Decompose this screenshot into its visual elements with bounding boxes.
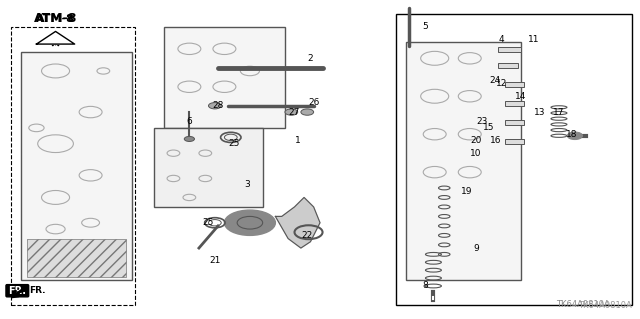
- Text: 8: 8: [422, 281, 428, 291]
- Circle shape: [225, 210, 275, 235]
- Text: 1: 1: [295, 136, 301, 145]
- Text: 6: 6: [186, 117, 192, 126]
- Text: ATM-8: ATM-8: [34, 12, 77, 25]
- Text: 27: 27: [289, 108, 300, 116]
- Polygon shape: [275, 197, 320, 248]
- Bar: [505, 101, 524, 106]
- Text: 10: 10: [470, 149, 482, 158]
- Text: 2: 2: [308, 54, 313, 63]
- Text: 4: 4: [499, 35, 504, 44]
- Text: 5: 5: [422, 22, 428, 31]
- Text: 15: 15: [483, 123, 495, 132]
- Text: FR.: FR.: [8, 286, 26, 296]
- Text: 22: 22: [301, 231, 313, 240]
- Text: 25: 25: [203, 218, 214, 227]
- Text: 25: 25: [228, 139, 239, 148]
- Text: 3: 3: [244, 180, 250, 189]
- Circle shape: [567, 132, 582, 140]
- Text: 23: 23: [477, 117, 488, 126]
- Text: 9: 9: [473, 243, 479, 253]
- Text: 18: 18: [566, 130, 577, 139]
- Text: 24: 24: [490, 76, 501, 85]
- Bar: [154, 128, 262, 207]
- Bar: [499, 63, 518, 68]
- Bar: [164, 27, 285, 128]
- Text: 19: 19: [461, 187, 472, 196]
- Bar: [406, 42, 521, 280]
- Text: 16: 16: [490, 136, 501, 145]
- Text: 11: 11: [528, 35, 540, 44]
- Text: TK64A0810A: TK64A0810A: [556, 300, 610, 309]
- Text: 14: 14: [515, 92, 527, 101]
- Bar: [27, 239, 125, 277]
- Text: 26: 26: [308, 98, 319, 107]
- Text: 20: 20: [470, 136, 482, 145]
- Circle shape: [209, 103, 221, 109]
- Bar: [505, 120, 524, 125]
- Bar: [20, 52, 132, 280]
- Text: FR.: FR.: [29, 286, 45, 295]
- Bar: [505, 82, 524, 87]
- Text: 21: 21: [209, 256, 221, 265]
- Text: ATM-8: ATM-8: [36, 14, 75, 24]
- Text: TK64A0810A: TK64A0810A: [579, 301, 632, 310]
- Circle shape: [184, 137, 195, 141]
- Circle shape: [301, 109, 314, 115]
- Text: FR.: FR.: [7, 286, 28, 296]
- Circle shape: [285, 109, 298, 115]
- Bar: [11, 27, 135, 305]
- Text: 17: 17: [553, 108, 564, 116]
- Bar: [396, 14, 632, 305]
- Polygon shape: [36, 32, 75, 44]
- Text: 28: 28: [212, 101, 224, 110]
- Bar: [505, 139, 524, 144]
- Bar: [499, 47, 521, 52]
- Text: 13: 13: [534, 108, 545, 116]
- Text: 12: 12: [496, 79, 508, 88]
